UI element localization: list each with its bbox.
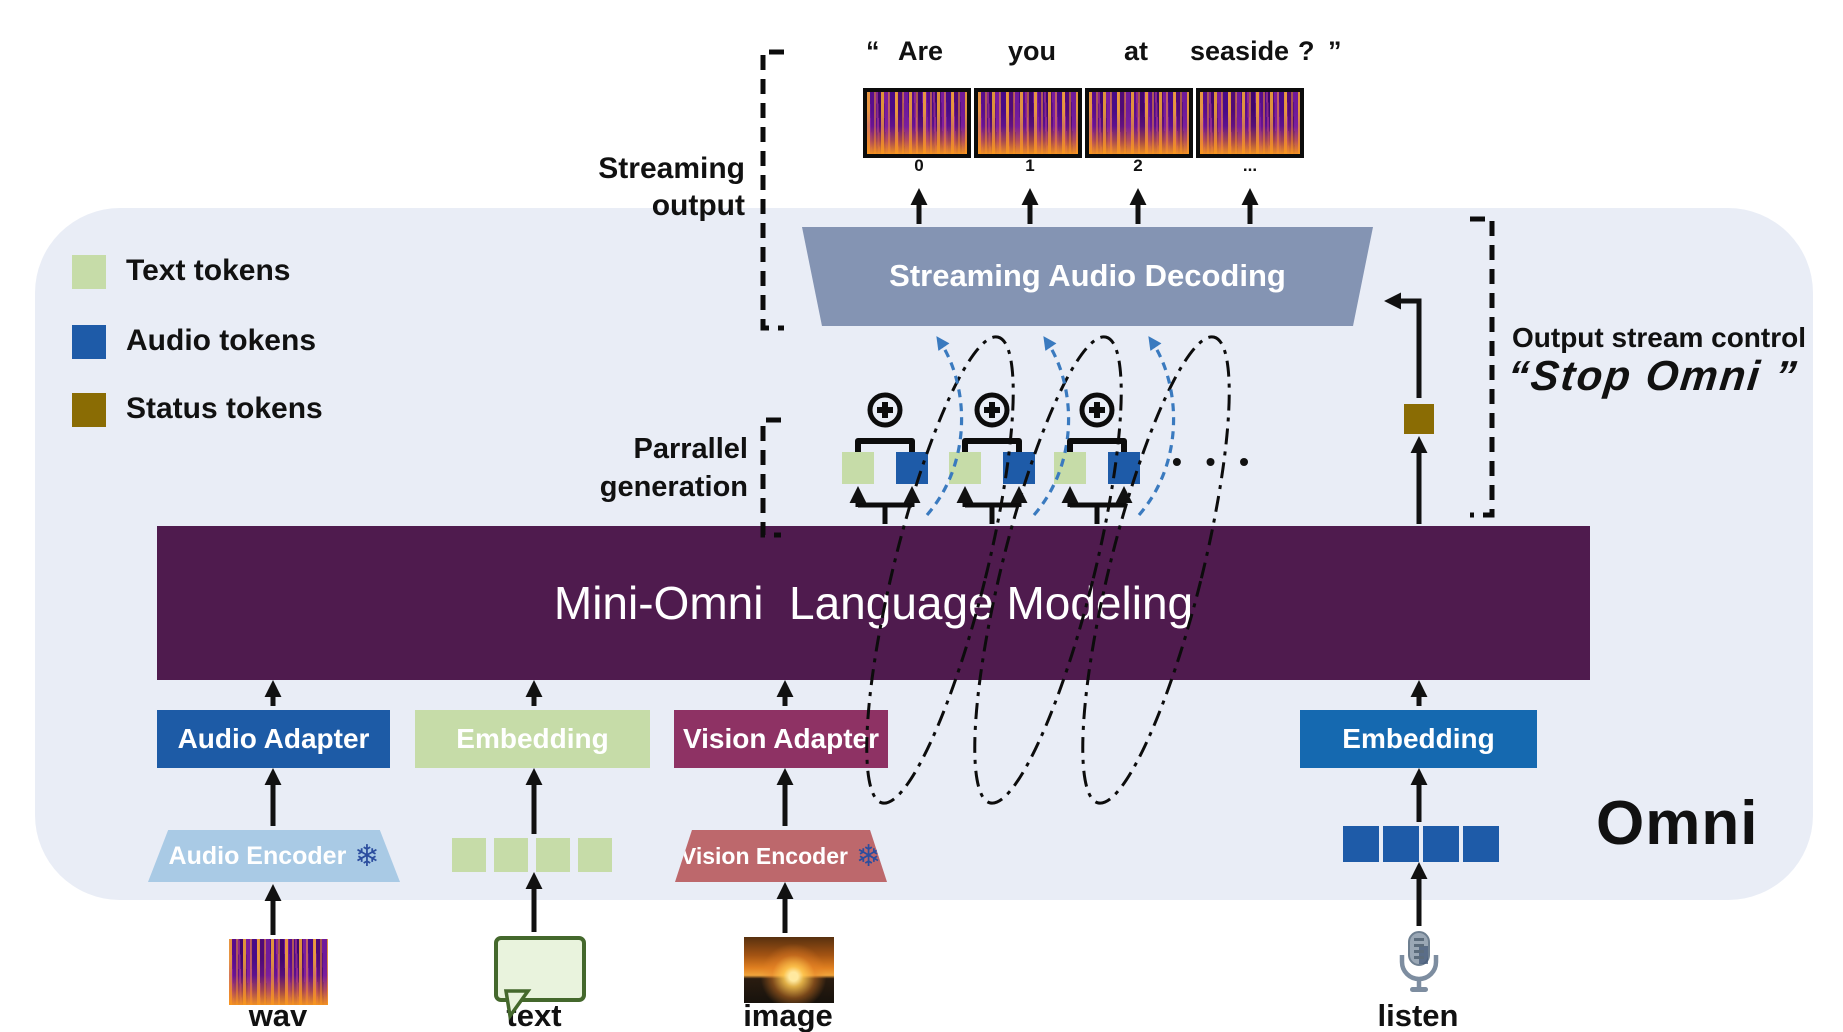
output-spectrogram-strip	[863, 88, 1304, 158]
text-embedding-box: Embedding	[415, 710, 650, 768]
legend-status-token-label: Status tokens	[126, 392, 323, 425]
text-label: text	[506, 998, 562, 1032]
wav-spectrogram-image	[229, 939, 328, 1005]
output-stream-control-label: Output stream control	[1512, 322, 1807, 353]
ellipsis-dots: • • •	[1172, 446, 1257, 477]
parallel-line1: Parrallel	[633, 433, 748, 465]
speech-bubble-icon	[494, 936, 586, 1002]
segment-index-0: 0	[914, 156, 924, 175]
streaming-audio-decoder: Streaming Audio Decoding	[802, 227, 1373, 326]
parallel-line2: generation	[599, 471, 748, 503]
stop-omni-quote: “Stop Omni ”	[1505, 352, 1801, 399]
text-token-square	[494, 838, 528, 872]
spectrogram-segment-1	[974, 88, 1082, 158]
legend-text-token-swatch	[72, 255, 106, 289]
text-token-square	[842, 452, 874, 484]
parallel-generation-label: Parrallel generation	[508, 430, 748, 506]
audio-token-square	[1463, 826, 1499, 862]
spectrogram-segment-0	[863, 88, 971, 158]
streaming-output-line1: Streaming	[598, 152, 745, 185]
spectrogram-segment-2	[1085, 88, 1193, 158]
legend-status-token-swatch	[72, 393, 106, 427]
quote-open-mark: “	[866, 36, 880, 66]
spectrogram-segment-3	[1196, 88, 1304, 158]
language-model-bar: Mini-Omni Language Modeling	[157, 526, 1590, 680]
vision-encoder-box: Vision Encoder ❄	[675, 830, 887, 882]
sunset-image	[744, 937, 834, 1003]
audio-encoder-box: Audio Encoder ❄	[148, 830, 400, 882]
image-label: image	[743, 998, 833, 1032]
legend-audio-token-swatch	[72, 325, 106, 359]
quote-word-are: Are	[898, 36, 944, 66]
audio-adapter-box: Audio Adapter	[157, 710, 390, 768]
language-model-title: Mini-Omni Language Modeling	[553, 577, 1194, 629]
quote-question-mark: ?	[1298, 36, 1315, 66]
streaming-output-label: Streaming output	[505, 150, 745, 224]
text-token-square	[452, 838, 486, 872]
segment-index-more: ...	[1242, 156, 1258, 175]
audio-token-square	[1108, 452, 1140, 484]
snowflake-icon: ❄	[354, 839, 380, 873]
omni-title: Omni	[1596, 789, 1759, 858]
quote-word-at: at	[1124, 36, 1149, 66]
segment-index-1: 1	[1025, 156, 1035, 175]
quote-close-mark: ”	[1328, 36, 1342, 66]
text-token-square	[578, 838, 612, 872]
text-token-square	[1054, 452, 1086, 484]
vision-encoder-label: Vision Encoder	[680, 842, 848, 869]
audio-token-square	[1343, 826, 1379, 862]
legend-audio-token-label: Audio tokens	[126, 324, 317, 357]
quote-word-you: you	[1008, 36, 1057, 66]
listen-label: listen	[1377, 998, 1459, 1032]
text-token-square	[536, 838, 570, 872]
audio-token-square	[1003, 452, 1035, 484]
microphone-icon	[1399, 931, 1439, 992]
audio-token-square	[1383, 826, 1419, 862]
streaming-output-line2: output	[651, 189, 745, 222]
audio-encoder-label: Audio Encoder	[168, 841, 347, 870]
legend-text-token-label: Text tokens	[126, 254, 291, 287]
quote-word-seaside: seaside	[1190, 36, 1290, 66]
audio-token-square	[1423, 826, 1459, 862]
wav-label: wav	[248, 998, 308, 1032]
segment-index-2: 2	[1133, 156, 1143, 175]
text-token-square	[949, 452, 981, 484]
vision-adapter-box: Vision Adapter	[674, 710, 888, 768]
audio-embedding-box: Embedding	[1300, 710, 1537, 768]
status-token-square	[1404, 404, 1434, 434]
audio-token-square	[896, 452, 928, 484]
